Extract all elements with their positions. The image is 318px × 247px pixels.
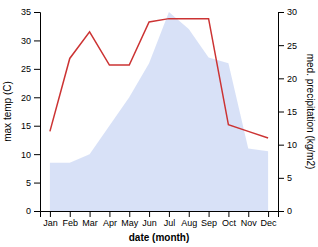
line xyxy=(50,19,268,138)
marks xyxy=(50,12,268,211)
tick: 15 xyxy=(278,107,297,117)
tick: 20 xyxy=(278,74,297,84)
tick: 0 xyxy=(26,206,40,216)
y-axis-title: max temp (C) xyxy=(2,81,13,142)
tick: 10 xyxy=(278,140,297,150)
tick: Oct xyxy=(222,211,237,228)
tick-mark xyxy=(34,211,40,212)
tick-mark xyxy=(268,211,269,217)
tick: Apr xyxy=(103,211,117,228)
tick: Sep xyxy=(201,211,217,228)
tick-label: 10 xyxy=(287,140,297,150)
tick-label: 20 xyxy=(287,74,297,84)
tick-label: 5 xyxy=(287,173,292,183)
axis-line xyxy=(34,13,41,212)
tick: 30 xyxy=(21,36,40,46)
tick: Mar xyxy=(82,211,98,228)
tick: 25 xyxy=(278,41,297,51)
chart: Jan Feb Mar Apr MayJun Jul Aug Sep Oct NovDec 0 5 10… xyxy=(0,0,318,247)
tick-label: 10 xyxy=(21,150,31,160)
tick: Dec xyxy=(261,211,278,228)
tick-label: 25 xyxy=(21,64,31,74)
tick-mark xyxy=(109,211,110,217)
tick: Aug xyxy=(181,211,197,228)
tick: Jan xyxy=(43,211,58,228)
tick-label: 5 xyxy=(26,178,31,188)
x-axis: Jan Feb Mar Apr MayJun Jul Aug Sep Oct NovDec xyxy=(41,211,279,228)
tick-label: Apr xyxy=(103,218,117,228)
tick: 15 xyxy=(21,121,40,131)
tick-label: Dec xyxy=(261,218,278,228)
tick: 20 xyxy=(21,93,40,103)
tick-label: Jan xyxy=(43,218,58,228)
tick: 25 xyxy=(21,64,40,74)
tick: 5 xyxy=(26,178,40,188)
tick: Feb xyxy=(62,211,78,228)
tick: 35 xyxy=(21,7,40,17)
tick: Jul xyxy=(164,211,176,228)
tick-label: 30 xyxy=(21,36,31,46)
tick-mark xyxy=(34,126,40,127)
tick: 30 xyxy=(278,7,297,17)
tick-mark xyxy=(34,183,40,184)
tick-label: 15 xyxy=(21,121,31,131)
tick: Jun xyxy=(142,211,157,228)
tick-mark xyxy=(34,97,40,98)
tick-label: 25 xyxy=(287,41,297,51)
tick-mark xyxy=(34,154,40,155)
tick-mark xyxy=(278,112,284,113)
tick-mark xyxy=(278,211,284,212)
tick-mark xyxy=(278,145,284,146)
tick-label: 0 xyxy=(287,206,292,216)
tick-label: Jun xyxy=(142,218,157,228)
tick-label: May xyxy=(121,218,139,228)
axis-line xyxy=(279,13,285,212)
tick: 0 xyxy=(278,206,292,216)
tick-mark xyxy=(34,69,40,70)
y2-axis-title: med. precipitation (kg/m2) xyxy=(305,54,316,170)
tick-label: 30 xyxy=(287,7,297,17)
tick-label: Oct xyxy=(222,218,237,228)
tick-label: Aug xyxy=(181,218,197,228)
tick-mark xyxy=(278,78,284,79)
tick-label: 35 xyxy=(21,7,31,17)
tick-label: Mar xyxy=(82,218,98,228)
y2-axis: 0 5 10 15 20 25 30 xyxy=(278,7,297,216)
tick-mark xyxy=(209,211,210,217)
axis-line xyxy=(41,212,279,218)
tick-label: 15 xyxy=(287,107,297,117)
tick-mark xyxy=(278,12,284,13)
x-axis-title: date (month) xyxy=(129,232,190,243)
tick-mark xyxy=(189,211,190,217)
tick: May xyxy=(121,211,139,228)
tick: 10 xyxy=(21,150,40,160)
tick-mark xyxy=(129,211,130,217)
tick-label: Nov xyxy=(241,218,258,228)
tick-label: Feb xyxy=(62,218,78,228)
tick-mark xyxy=(248,211,249,217)
tick-mark xyxy=(278,178,284,179)
tick-mark xyxy=(70,211,71,217)
tick: Nov xyxy=(241,211,258,228)
plot-area: Jan Feb Mar Apr MayJun Jul Aug Sep Oct NovDec 0 5 10… xyxy=(21,7,297,228)
tick-mark xyxy=(169,211,170,217)
tick: 5 xyxy=(278,173,292,183)
tick-label: Jul xyxy=(164,218,176,228)
tick-mark xyxy=(228,211,229,217)
tick-label: Sep xyxy=(201,218,217,228)
tick-label: 20 xyxy=(21,93,31,103)
tick-mark xyxy=(50,211,51,217)
tick-mark xyxy=(278,45,284,46)
tick-mark xyxy=(90,211,91,217)
area xyxy=(50,12,268,211)
tick-label: 0 xyxy=(26,206,31,216)
y-axis: 0 5 10 15 20 25 30 35 xyxy=(21,7,41,216)
tick-mark xyxy=(34,12,40,13)
tick-mark xyxy=(34,40,40,41)
tick-mark xyxy=(149,211,150,217)
